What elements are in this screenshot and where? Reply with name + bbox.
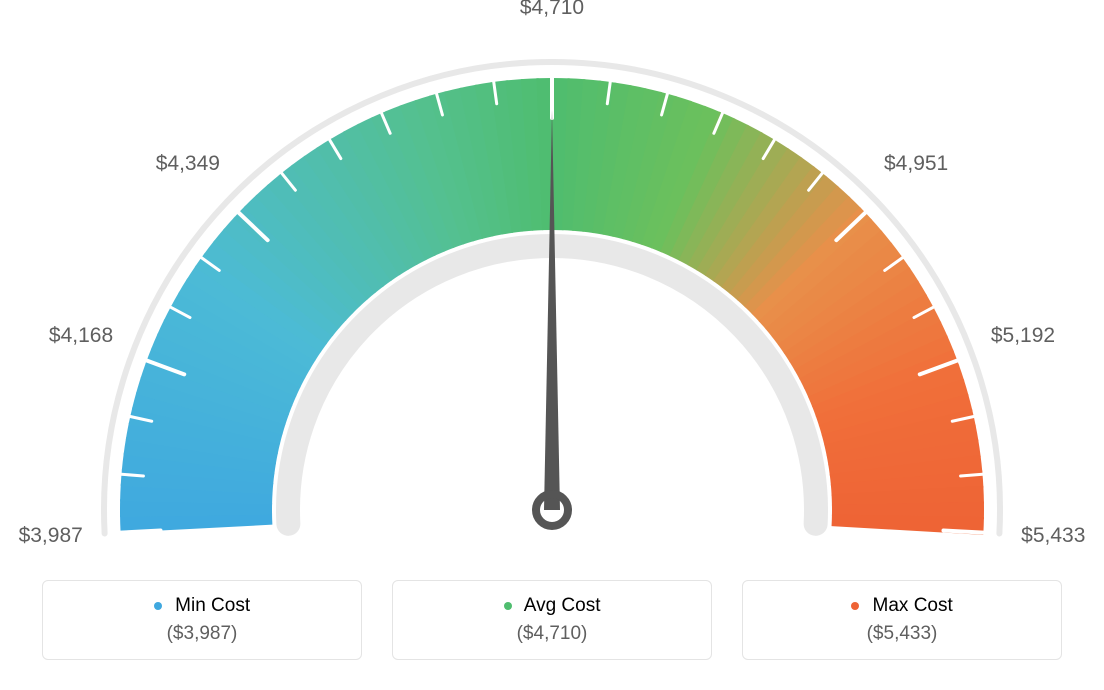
summary-row: Min Cost ($3,987) Avg Cost ($4,710) Max … — [0, 580, 1104, 660]
summary-title-max: Max Cost — [743, 595, 1061, 617]
summary-card-max: Max Cost ($5,433) — [742, 580, 1062, 660]
dot-avg-icon — [504, 602, 512, 610]
gauge-tick-label: $5,192 — [991, 324, 1055, 348]
summary-title-min: Min Cost — [43, 595, 361, 617]
summary-value-min: ($3,987) — [43, 623, 361, 645]
summary-title-avg: Avg Cost — [393, 595, 711, 617]
summary-card-avg: Avg Cost ($4,710) — [392, 580, 712, 660]
dot-max-icon — [851, 602, 859, 610]
summary-title-min-text: Min Cost — [175, 595, 250, 616]
gauge-tick-label: $5,433 — [1021, 524, 1085, 548]
gauge-tick-label: $4,168 — [49, 324, 113, 348]
dot-min-icon — [154, 602, 162, 610]
gauge-tick-label: $4,349 — [156, 152, 220, 176]
gauge-tick-label: $4,710 — [520, 0, 584, 20]
gauge-svg — [0, 0, 1104, 560]
summary-value-max: ($5,433) — [743, 623, 1061, 645]
summary-card-min: Min Cost ($3,987) — [42, 580, 362, 660]
summary-value-avg: ($4,710) — [393, 623, 711, 645]
gauge-tick-label: $3,987 — [19, 524, 83, 548]
summary-title-avg-text: Avg Cost — [524, 595, 601, 616]
gauge-chart: $3,987 $4,168 $4,349 $4,710 $4,951 $5,192 $5,4… — [0, 0, 1104, 560]
gauge-tick-label: $4,951 — [884, 152, 948, 176]
summary-title-max-text: Max Cost — [873, 595, 953, 616]
